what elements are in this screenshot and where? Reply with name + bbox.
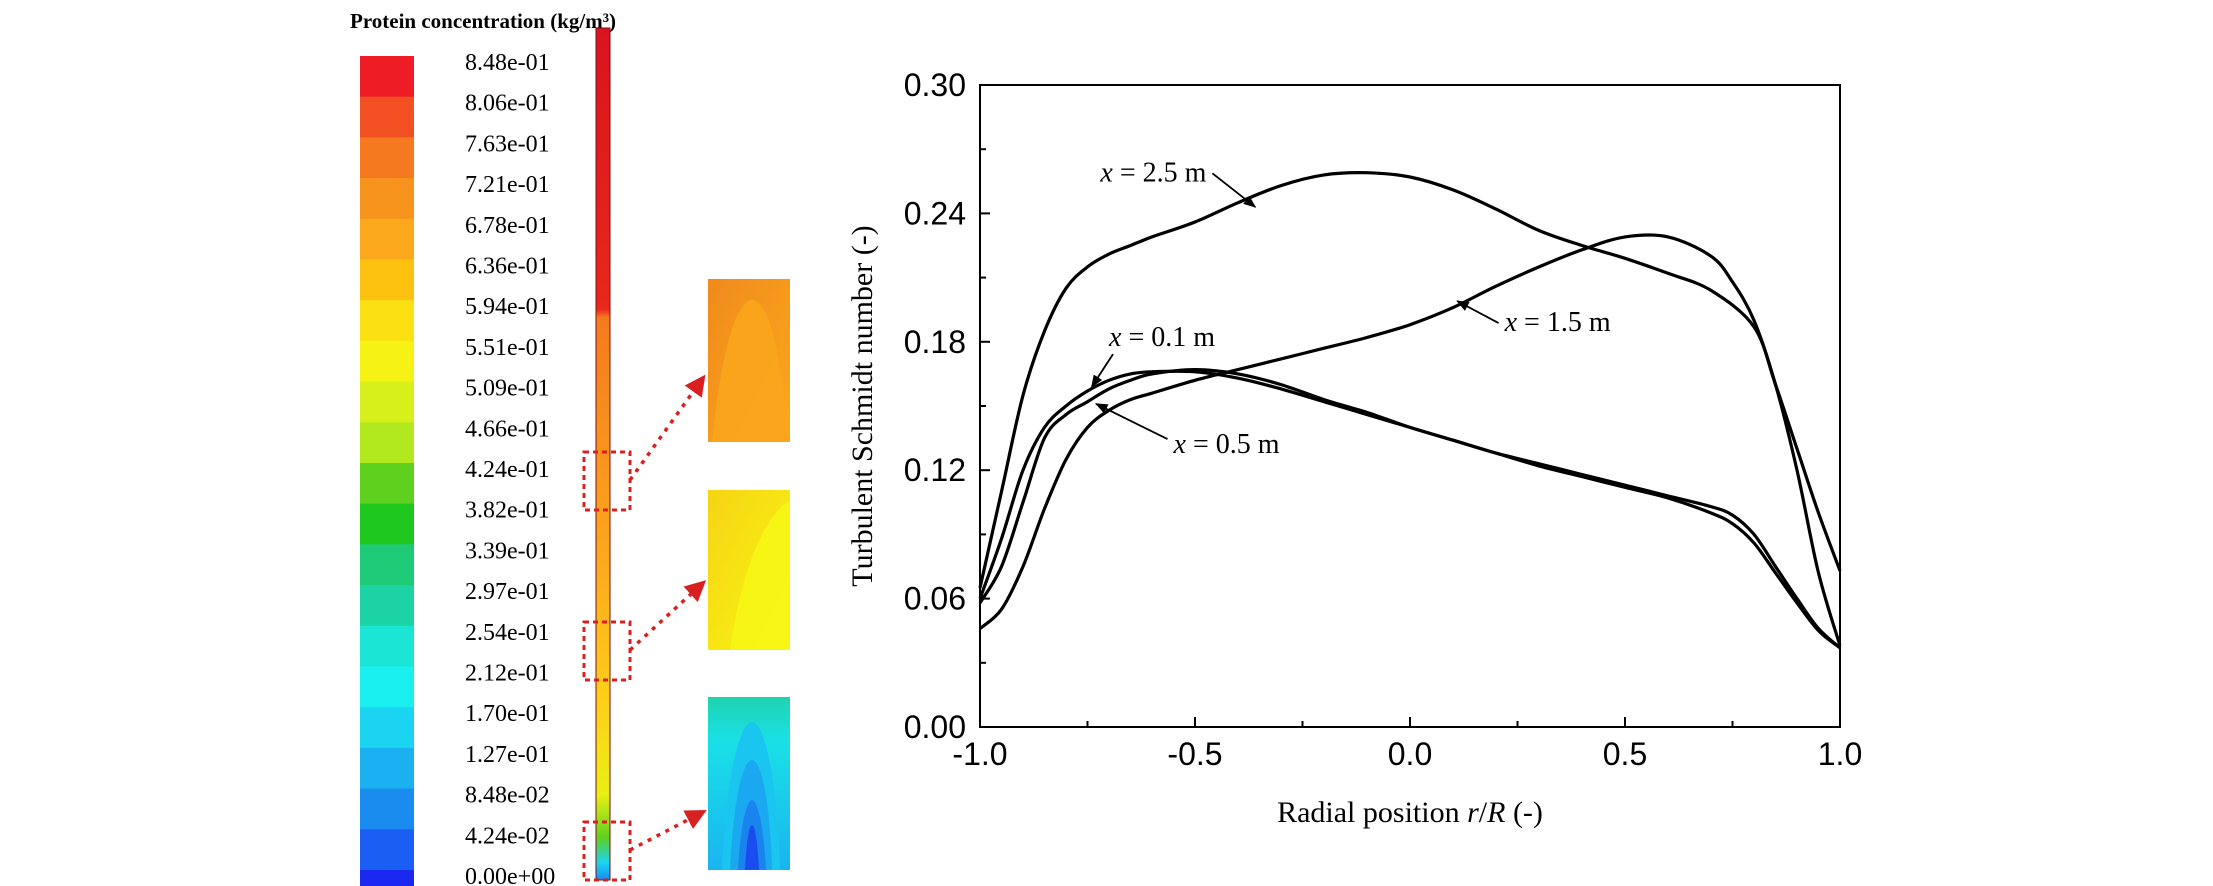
colorbar-swatch [360, 544, 414, 586]
colorbar-swatch [360, 788, 414, 830]
series-annotation: x = 0.5 m [1173, 429, 1280, 460]
zoom-box-middle [582, 620, 632, 682]
colorbar-swatch [360, 585, 414, 627]
colorbar-swatch [360, 137, 414, 179]
colorbar-label: 5.51e-01 [465, 335, 550, 361]
x-tick-label: -1.0 [952, 736, 1007, 772]
annotation-text: = 2.5 m [1113, 157, 1207, 188]
x-axis-ticks: -1.0 -0.5 0.0 0.5 1.0 [952, 717, 1862, 772]
colorbar-swatch [360, 422, 414, 464]
colorbar-label: 4.24e-01 [465, 457, 550, 483]
colorbar-label: 8.48e-02 [465, 783, 550, 809]
annotation-var: x [1173, 429, 1187, 460]
colorbar-label: 1.27e-01 [465, 742, 550, 768]
zoom-insets [708, 279, 790, 870]
colorbar-label: 2.97e-01 [465, 579, 550, 605]
colorbar-swatch [360, 381, 414, 423]
column-fill [595, 27, 611, 881]
inset-lower [708, 697, 790, 870]
series-annotations: x = 2.5 mx = 1.5 mx = 0.1 mx = 0.5 m [1091, 157, 1611, 460]
colorbar-swatch [360, 96, 414, 138]
y-tick-label: 0.24 [904, 195, 966, 231]
series-line-3 [978, 368, 1841, 650]
y-axis-ticks: 0.00 0.06 0.12 0.18 0.24 0.30 [904, 67, 990, 745]
colorbar-swatch [360, 870, 414, 886]
colorbar-label: 5.09e-01 [465, 376, 550, 402]
annotation-var: x [1108, 322, 1122, 353]
annotation-text: = 0.1 m [1121, 322, 1215, 353]
y-tick-label: 0.18 [904, 324, 966, 360]
colorbar-label: 7.63e-01 [465, 131, 550, 157]
series-line-2 [978, 369, 1842, 650]
series-annotation: x = 1.5 m [1504, 307, 1611, 338]
y-tick-label: 0.30 [904, 67, 966, 103]
line-chart: -1.0 -0.5 0.0 0.5 1.0 0.000.060.120.180.240.… [846, 67, 1862, 829]
annotation-arrow [1211, 172, 1257, 208]
colorbar-label: 6.78e-01 [465, 213, 550, 239]
colorbar-label: 1.70e-01 [465, 701, 550, 727]
colorbar-swatch [360, 300, 414, 342]
annotation-var: x [1504, 307, 1518, 338]
colorbar-label: 8.48e-01 [465, 50, 550, 76]
y-tick-label: 0.00 [904, 709, 966, 745]
colorbar-swatch [360, 503, 414, 545]
colorbar-label: 4.66e-01 [465, 416, 550, 442]
x-tick-label: -0.5 [1167, 736, 1222, 772]
contour-colorbar: Protein concentration (kg/m³) 8.48e-018.… [350, 9, 616, 886]
colorbar-swatch [360, 340, 414, 383]
y-tick-label: 0.06 [904, 581, 966, 617]
zoom-box-upper [582, 450, 632, 512]
annotation-text: = 1.5 m [1517, 307, 1611, 338]
inset-upper [708, 279, 790, 442]
y-tick-label: 0.12 [904, 452, 966, 488]
annotation-arrow [1456, 300, 1500, 324]
annotation-text: = 0.5 m [1186, 429, 1280, 460]
colorbar-label: 4.24e-02 [465, 823, 550, 849]
series-annotation: x = 2.5 m [1099, 157, 1206, 188]
colorbar-label: 2.12e-01 [465, 661, 550, 687]
series-annotation: x = 0.1 m [1108, 322, 1215, 353]
colorbar-swatch [360, 707, 414, 749]
colorbar-swatch [360, 218, 414, 261]
annotation-var: x [1099, 157, 1113, 188]
colorbar-swatch [360, 666, 414, 708]
colorbar-swatch [360, 829, 414, 871]
zoom-box-lower [582, 820, 632, 882]
colorbar-swatch [360, 259, 414, 301]
annotation-arrow [1091, 353, 1114, 388]
y-axis-title: Turbulent Schmidt number (-) [846, 225, 879, 586]
colorbar-title: Protein concentration (kg/m³) [350, 9, 616, 33]
series-line-0 [978, 171, 1842, 589]
colorbar-label: 3.39e-01 [465, 538, 550, 564]
colorbar-label: 2.54e-01 [465, 620, 550, 646]
colorbar-swatch [360, 178, 414, 220]
zoom-arrow-middle [628, 580, 707, 652]
colorbar-label: 7.21e-01 [465, 172, 550, 198]
x-tick-label: 0.5 [1603, 736, 1647, 772]
x-tick-label: 1.0 [1818, 736, 1862, 772]
colorbar-label: 5.94e-01 [465, 294, 550, 320]
annotation-arrow [1094, 403, 1168, 440]
colorbar-labels: 8.48e-01 8.06e-01 7.63e-01 7.21e-01 6.78e-01… [465, 50, 555, 886]
zoom-arrow-upper [628, 374, 706, 482]
x-tick-label: 0.0 [1388, 736, 1432, 772]
zoom-arrow-lower [629, 810, 707, 852]
colorbar-label: 0.00e+00 [465, 864, 555, 886]
series-line-1 [978, 233, 1842, 647]
colorbar-swatch [360, 747, 414, 790]
colorbar-label: 3.82e-01 [465, 498, 550, 524]
series-lines [978, 171, 1842, 650]
contour-column [582, 27, 707, 882]
inset-middle [708, 490, 790, 650]
colorbar-label: 8.06e-01 [465, 91, 550, 117]
colorbar-swatch [360, 56, 414, 98]
colorbar-swatch [360, 463, 414, 505]
colorbar-label: 6.36e-01 [465, 254, 550, 280]
colorbar-swatches [360, 56, 414, 886]
x-axis-title: Radial position r/R (-) [1277, 796, 1543, 829]
colorbar-swatch [360, 625, 414, 668]
